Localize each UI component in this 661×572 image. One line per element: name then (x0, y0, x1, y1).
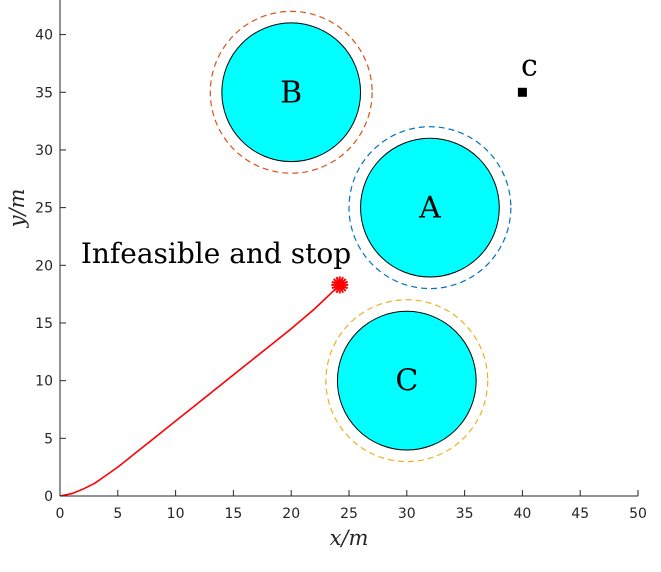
obstacle-b (221, 22, 362, 163)
safety-ring-a (348, 126, 512, 290)
axes-layer: 0 5 10 15 20 25 30 35 40 45 50 0 5 10 15 20 25 30 35 40 (35, 0, 647, 522)
x-tick-label: 25 (340, 506, 358, 522)
x-tick-label: 5 (113, 506, 122, 522)
stop-marker-core (334, 279, 345, 290)
target-point (517, 87, 527, 97)
y-axis-label: y/m (5, 189, 29, 229)
x-axis-label: x/m (330, 526, 369, 550)
x-tick-label: 20 (282, 506, 300, 522)
x-tick-label: 40 (513, 506, 531, 522)
obstacle-a (360, 137, 500, 278)
trajectory-line (59, 284, 341, 497)
x-tick-label: 45 (571, 506, 589, 522)
x-tick-label: 50 (629, 506, 647, 522)
obstacle-c (336, 310, 477, 451)
x-tick-label: 10 (167, 506, 185, 522)
trajectory-layer (59, 276, 349, 497)
y-tick-label: 30 (35, 143, 53, 159)
y-tick-label: 20 (35, 258, 53, 274)
x-tick-label: 15 (224, 506, 242, 522)
x-tick-label: 35 (456, 506, 474, 522)
obstacle-label-a: A (418, 191, 441, 226)
obstacle-label-b: B (280, 75, 302, 110)
safety-ring-c (325, 299, 489, 463)
x-tick-label: 0 (56, 506, 65, 522)
y-tick-label: 25 (35, 201, 53, 217)
y-tick-label: 40 (35, 28, 53, 44)
stop-marker (331, 276, 349, 294)
y-tick-label: 5 (44, 431, 53, 447)
infeasible-annotation: Infeasible and stop (81, 237, 351, 270)
y-tick-label: 0 (44, 489, 53, 505)
x-tick-label: 30 (398, 506, 416, 522)
y-tick-label: 35 (35, 85, 53, 101)
obstacles-layer: A B Cc (209, 10, 538, 463)
target-label: c (521, 48, 538, 83)
obstacle-label-c: C (395, 364, 418, 399)
y-tick-label: 15 (35, 316, 53, 332)
y-tick-label: 10 (35, 374, 53, 390)
safety-ring-b (209, 10, 373, 174)
